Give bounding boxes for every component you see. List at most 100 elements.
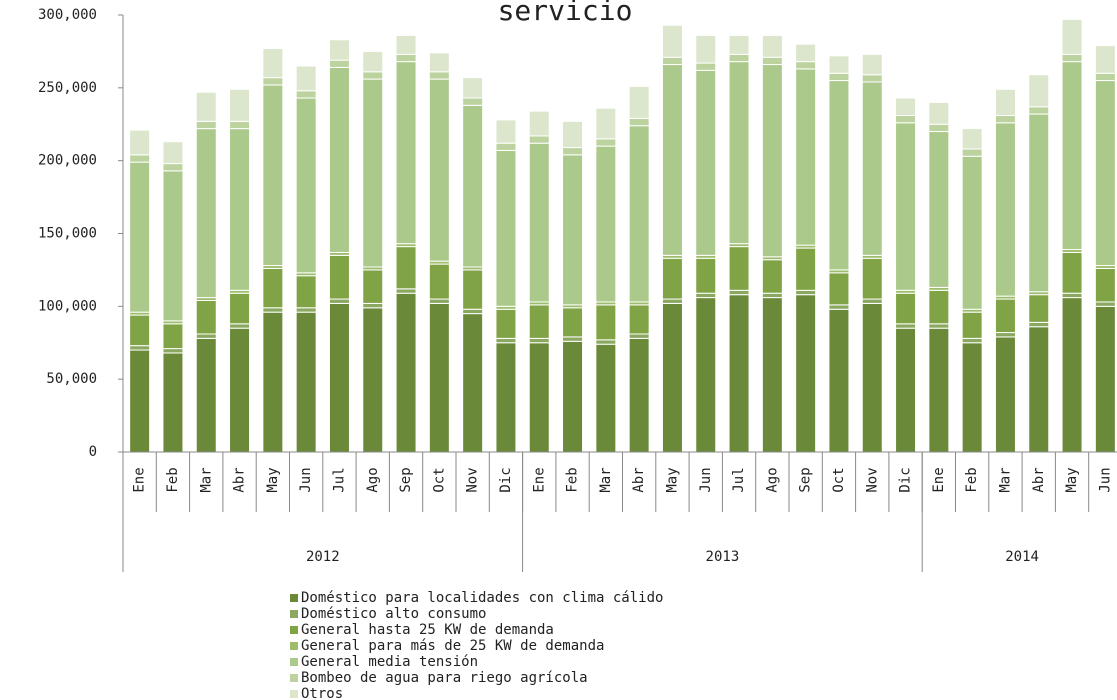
- bar-segment: [1061, 18, 1083, 55]
- bar-segment: [562, 154, 584, 306]
- bar-segment: [695, 34, 717, 64]
- bar-segment: [795, 294, 817, 453]
- bar-segment: [229, 292, 251, 325]
- bar-segment: [761, 34, 783, 58]
- bar-segment: [395, 292, 417, 453]
- bar-segment: [495, 142, 517, 151]
- bar-segment: [162, 170, 184, 322]
- bar-segment: [295, 275, 317, 309]
- bar-segment: [562, 307, 584, 338]
- bar-segment: [895, 115, 917, 124]
- bar-segment: [295, 307, 317, 313]
- bar-segment: [695, 257, 717, 294]
- legend-label: Bombeo de agua para riego agrícola: [301, 670, 588, 686]
- bar-segment: [828, 308, 850, 453]
- bar-segment: [295, 65, 317, 92]
- bar-segment: [828, 80, 850, 271]
- bar-segment: [362, 269, 384, 304]
- y-tick-label: 300,000: [38, 7, 97, 23]
- x-tick-label: Oct: [431, 467, 447, 492]
- bar-segment: [661, 298, 683, 304]
- bar-segment: [695, 297, 717, 453]
- x-tick-label: Dic: [498, 467, 514, 492]
- bar-segment: [961, 148, 983, 157]
- bar-segment: [895, 327, 917, 453]
- bar-segment: [1028, 74, 1050, 108]
- bar-segment: [495, 342, 517, 453]
- bar-segment: [1061, 53, 1083, 63]
- bar-segment: [994, 332, 1016, 338]
- x-tick-label: Sep: [798, 467, 814, 492]
- bar-segment: [1094, 80, 1116, 267]
- bar-segment: [229, 327, 251, 453]
- bar-segment: [195, 333, 217, 339]
- bar-segment: [761, 297, 783, 453]
- bar-segment: [961, 337, 983, 344]
- x-tick-label: Abr: [631, 467, 647, 492]
- bar-segment: [262, 267, 284, 309]
- bar-segment: [695, 62, 717, 71]
- bar-segment: [462, 308, 484, 315]
- bar-segment: [895, 122, 917, 291]
- bar-segment: [562, 340, 584, 453]
- bar-segment: [1094, 267, 1116, 303]
- bar-segment: [1061, 297, 1083, 453]
- bar-segment: [328, 298, 350, 304]
- bar-segment: [262, 311, 284, 453]
- bar-segment: [628, 333, 650, 339]
- bar-segment: [1028, 326, 1050, 453]
- bar-segment: [129, 349, 151, 453]
- bar-segment: [861, 298, 883, 304]
- x-tick-label: May: [1064, 467, 1080, 492]
- x-tick-label: Oct: [831, 467, 847, 492]
- bar-segment: [1094, 45, 1116, 74]
- bar-segment: [328, 66, 350, 253]
- bar-segment: [162, 348, 184, 354]
- bar-segment: [162, 352, 184, 453]
- bar-segment: [828, 304, 850, 310]
- bar-segment: [661, 257, 683, 300]
- group-label: 2014: [1005, 549, 1039, 565]
- bar-segment: [895, 97, 917, 117]
- bar-segment: [262, 48, 284, 79]
- bar-segment: [861, 302, 883, 453]
- bar-segment: [1028, 294, 1050, 323]
- bar-segment: [861, 74, 883, 83]
- bar-segment: [828, 272, 850, 306]
- bar-segment: [595, 304, 617, 341]
- legend-swatch: [290, 594, 298, 602]
- x-tick-label: Jun: [1097, 467, 1113, 492]
- bar-segment: [1061, 61, 1083, 251]
- bar-segment: [462, 97, 484, 106]
- bar-segment: [562, 336, 584, 342]
- bar-segment: [229, 128, 251, 291]
- bar-segment: [495, 308, 517, 339]
- legend-swatch: [290, 610, 298, 618]
- bar-segment: [162, 141, 184, 165]
- bar-segment: [395, 288, 417, 294]
- legend-swatch: [290, 674, 298, 682]
- bar-segment: [262, 307, 284, 313]
- bar-segment: [595, 107, 617, 140]
- bar-segment: [595, 145, 617, 303]
- bar-segment: [728, 34, 750, 55]
- bar-segment: [462, 269, 484, 310]
- bar-segment: [162, 163, 184, 172]
- bar-segment: [1094, 301, 1116, 307]
- bar-segment: [328, 254, 350, 300]
- bar-segment: [362, 71, 384, 80]
- x-tick-label: Nov: [465, 467, 481, 492]
- x-tick-label: Ago: [764, 467, 780, 492]
- bar-segment: [528, 142, 550, 303]
- bar-segment: [661, 24, 683, 58]
- bar-segment: [495, 337, 517, 344]
- y-tick-label: 50,000: [46, 371, 97, 387]
- bar-segment: [562, 120, 584, 149]
- bar-segment: [994, 336, 1016, 453]
- y-tick-label: 250,000: [38, 80, 97, 96]
- bar-segment: [428, 298, 450, 304]
- y-tick-label: 200,000: [38, 153, 97, 169]
- bar-segment: [628, 125, 650, 303]
- y-tick-label: 150,000: [38, 226, 97, 242]
- x-tick-label: Nov: [864, 467, 880, 492]
